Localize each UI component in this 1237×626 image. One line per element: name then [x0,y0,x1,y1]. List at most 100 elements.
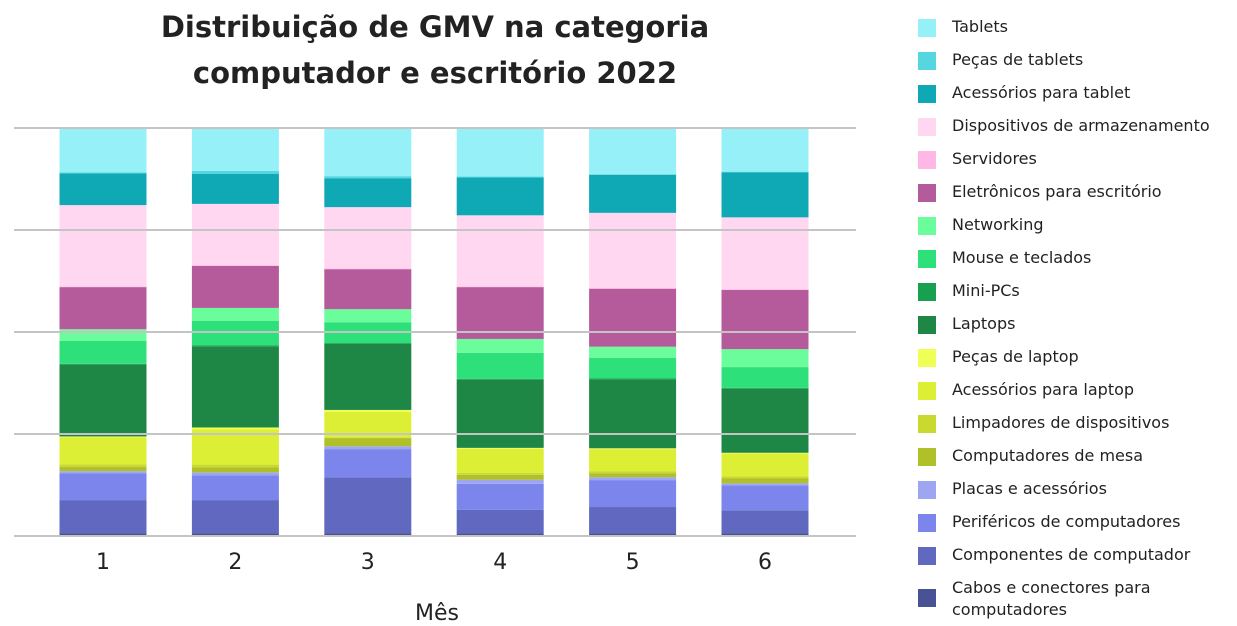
bar-segment [456,176,544,178]
bar-segment [589,378,677,380]
bar-segment [589,212,677,288]
legend-label: Limpadores de dispositivos [952,413,1170,432]
legend-item: Cabos e conectores para computadores [918,575,1228,619]
bar-segment [324,477,412,534]
bar-segment [191,467,279,473]
bar-segment [456,286,544,288]
legend-item: Placas e acessórios [918,476,1228,509]
bar-segment [324,446,412,450]
legend-item: Networking [918,212,1228,245]
bar-segment [721,533,809,536]
bar-segment [721,172,809,218]
bar-segment [191,170,279,174]
bar-segment [324,438,412,447]
bar-segment [59,471,147,474]
legend-item: Servidores [918,146,1228,179]
x-axis-label: Mês [415,601,459,626]
bar-segment [324,269,412,310]
bar-segment [456,177,544,216]
bar-segment [191,533,279,536]
legend-swatch [918,151,936,169]
bar-segment [456,483,544,510]
bar-segment [59,172,147,174]
legend-label: Tablets [952,17,1008,36]
bar-segment [324,309,412,323]
legend-swatch [918,52,936,70]
bar-segment [589,128,677,175]
bar-segment [191,265,279,266]
bar-segment [721,510,809,534]
bar-segment [191,475,279,501]
bar-segment [191,472,279,476]
x-tick-label: 4 [493,550,507,575]
bar-segment [721,171,809,173]
x-tick-label: 3 [361,550,375,575]
bar-segment [721,217,809,290]
bar-segment [191,427,279,430]
legend-label: Computadores de mesa [952,446,1144,465]
legend-swatch [918,349,936,367]
bar-segment [589,533,677,536]
legend-label: Mini-PCs [952,281,1020,300]
legend-label: Periféricos de computadores [952,512,1181,531]
bar-segment [456,472,544,475]
legend-swatch [918,448,936,466]
bar-segment [589,449,677,472]
legend-item: Tablets [918,14,1228,47]
bar-segment [456,479,544,484]
bar-segment [59,205,147,287]
bar-segment [456,533,544,536]
legend-item: Acessórios para tablet [918,80,1228,113]
bar-segment [191,320,279,346]
bar-segment [191,173,279,204]
legend-item: Acessórios para laptop [918,377,1228,410]
legend-label: Placas e acessórios [952,479,1107,498]
legend-swatch [918,184,936,202]
bar-segment [191,464,279,468]
legend-label: Eletrônicos para escritório [952,182,1162,201]
legend-swatch [918,283,936,301]
legend-item: Computadores de mesa [918,443,1228,476]
bar-segment [191,346,279,428]
legend-label: Laptops [952,314,1016,333]
legend-label: Cabos e conectores para computadores [952,578,1151,619]
bar-segment [721,453,809,477]
legend-swatch [918,316,936,334]
bar-segment [59,436,147,438]
bar-segment [191,265,279,308]
bar-segment [191,203,279,266]
legend-item: Limpadores de dispositivos [918,410,1228,443]
legend-item: Periféricos de computadores [918,509,1228,542]
legend-swatch [918,514,936,532]
x-tick-label: 5 [626,550,640,575]
bar-segment [456,379,544,448]
bar-segment [59,173,147,206]
bar-segment [59,437,147,465]
bar-segment [589,473,677,478]
bar-segment [324,207,412,269]
bar-segment [324,343,412,344]
bar-segment [191,307,279,321]
bar-segment [589,477,677,481]
legend-label: Networking [952,215,1044,234]
legend-swatch [918,547,936,565]
legend-swatch [918,415,936,433]
bar-segment [721,289,809,350]
bar-segment [721,452,809,454]
legend-swatch [918,382,936,400]
bar-segment [589,346,677,358]
legend-label: Peças de tablets [952,50,1084,69]
legend-label: Mouse e teclados [952,248,1092,267]
bar-segment [59,533,147,536]
legend-item: Peças de tablets [918,47,1228,80]
bar-segment [59,473,147,501]
bar-segment [589,471,677,474]
bar-segment [324,268,412,270]
bar-segment [589,480,677,508]
bar-segment [456,448,544,473]
legend-swatch [918,250,936,268]
bar-segment [589,288,677,347]
bar-segment [59,464,147,468]
